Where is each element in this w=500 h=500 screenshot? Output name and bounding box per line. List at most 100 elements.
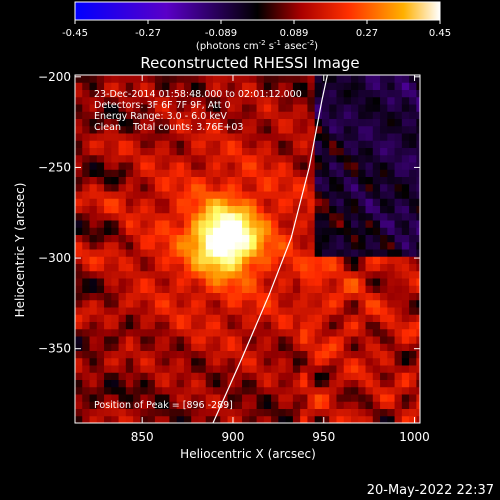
heatmap-cell bbox=[111, 372, 120, 380]
heatmap-cell bbox=[111, 256, 120, 264]
heatmap-cell bbox=[89, 212, 98, 221]
heatmap-cell bbox=[343, 75, 352, 83]
heatmap-cell bbox=[394, 212, 403, 221]
heatmap-cell bbox=[147, 212, 156, 221]
heatmap-cell bbox=[169, 249, 178, 257]
heatmap-cell bbox=[401, 415, 410, 423]
heatmap-cell bbox=[118, 111, 127, 119]
heatmap-cell bbox=[242, 357, 250, 366]
heatmap-cell bbox=[321, 212, 330, 221]
heatmap-cell bbox=[329, 386, 337, 395]
heatmap-cell bbox=[125, 227, 134, 235]
heatmap-cell bbox=[242, 379, 250, 388]
heatmap-cell bbox=[256, 89, 265, 98]
heatmap-cell bbox=[336, 191, 345, 199]
heatmap-cell bbox=[409, 394, 417, 402]
heatmap-cell bbox=[140, 75, 149, 83]
heatmap-cell bbox=[394, 357, 403, 366]
heatmap-cell bbox=[307, 365, 316, 373]
heatmap-cell bbox=[387, 162, 396, 170]
heatmap-cell bbox=[82, 220, 91, 228]
heatmap-cell bbox=[118, 96, 127, 105]
heatmap-cell bbox=[118, 75, 127, 83]
heatmap-cell bbox=[125, 183, 134, 192]
heatmap-cell bbox=[409, 89, 417, 98]
heatmap-cell bbox=[314, 299, 323, 308]
heatmap-cell bbox=[387, 96, 396, 105]
heatmap-cell bbox=[82, 118, 91, 127]
heatmap-cell bbox=[314, 350, 323, 359]
heatmap-cell bbox=[89, 96, 98, 105]
heatmap-cell bbox=[401, 365, 410, 373]
heatmap-cell bbox=[263, 198, 272, 206]
heatmap-cell bbox=[300, 220, 308, 228]
annotation-clean-counts: Clean Total counts: 3.76E+03 bbox=[94, 122, 243, 133]
heatmap-cell bbox=[125, 147, 134, 156]
heatmap-cell bbox=[147, 299, 156, 308]
heatmap-cell bbox=[118, 372, 127, 380]
heatmap-cell bbox=[227, 270, 236, 279]
heatmap-cell bbox=[140, 328, 149, 337]
heatmap-cell bbox=[104, 394, 112, 402]
heatmap-cell bbox=[82, 299, 91, 308]
heatmap-cell bbox=[220, 191, 229, 199]
heatmap-cell bbox=[104, 125, 112, 134]
heatmap-cell bbox=[409, 408, 417, 417]
heatmap-cell bbox=[409, 147, 417, 156]
heatmap-cell bbox=[154, 365, 163, 373]
heatmap-cell bbox=[169, 183, 178, 192]
heatmap-cell bbox=[133, 256, 141, 264]
heatmap-cell bbox=[409, 118, 417, 127]
heatmap-cell bbox=[213, 249, 221, 257]
heatmap-cell bbox=[140, 336, 149, 344]
heatmap-cell bbox=[191, 162, 199, 170]
heatmap-cell bbox=[118, 191, 127, 199]
heatmap-cell bbox=[256, 234, 265, 243]
heatmap-cell bbox=[307, 328, 316, 337]
heatmap-cell bbox=[271, 104, 279, 112]
heatmap-cell bbox=[387, 256, 396, 264]
heatmap-cell bbox=[387, 82, 396, 90]
heatmap-cell bbox=[358, 415, 367, 423]
heatmap-cell bbox=[387, 241, 396, 250]
heatmap-cell bbox=[256, 183, 265, 192]
heatmap-cell bbox=[249, 408, 258, 417]
heatmap-cell bbox=[183, 394, 192, 402]
heatmap-cell bbox=[154, 321, 163, 330]
heatmap-cell bbox=[307, 133, 316, 141]
heatmap-cell bbox=[82, 314, 91, 322]
heatmap-cell bbox=[314, 292, 323, 301]
heatmap-cell bbox=[321, 169, 330, 177]
heatmap-cell bbox=[205, 183, 214, 192]
heatmap-cell bbox=[118, 285, 127, 293]
heatmap-cell bbox=[213, 75, 221, 83]
heatmap-cell bbox=[169, 198, 178, 206]
heatmap-cell bbox=[75, 125, 83, 134]
heatmap-cell bbox=[75, 89, 83, 98]
heatmap-cell bbox=[285, 307, 294, 315]
heatmap-cell bbox=[242, 415, 250, 423]
heatmap-cell bbox=[176, 372, 185, 380]
heatmap-cell bbox=[372, 205, 381, 214]
heatmap-cell bbox=[256, 270, 265, 279]
x-axis-ticks: 850 900 950 1000 bbox=[131, 75, 430, 444]
heatmap-cell bbox=[198, 75, 207, 83]
heatmap-cell bbox=[96, 241, 105, 250]
heatmap-cell bbox=[285, 415, 294, 423]
heatmap-cell bbox=[329, 285, 337, 293]
heatmap-cell bbox=[118, 162, 127, 170]
heatmap-cell bbox=[358, 401, 367, 409]
heatmap-cell bbox=[111, 89, 120, 98]
heatmap-cell bbox=[169, 212, 178, 221]
heatmap-cell bbox=[205, 270, 214, 279]
heatmap-cell bbox=[242, 336, 250, 344]
heatmap-cell bbox=[321, 292, 330, 301]
heatmap-cell bbox=[365, 147, 374, 156]
heatmap-cell bbox=[220, 307, 229, 315]
heatmap-cell bbox=[314, 415, 323, 423]
heatmap-cell bbox=[234, 96, 243, 105]
heatmap-cell bbox=[191, 205, 199, 214]
heatmap-cell bbox=[111, 183, 120, 192]
heatmap-cell bbox=[89, 307, 98, 315]
heatmap-cell bbox=[133, 401, 141, 409]
